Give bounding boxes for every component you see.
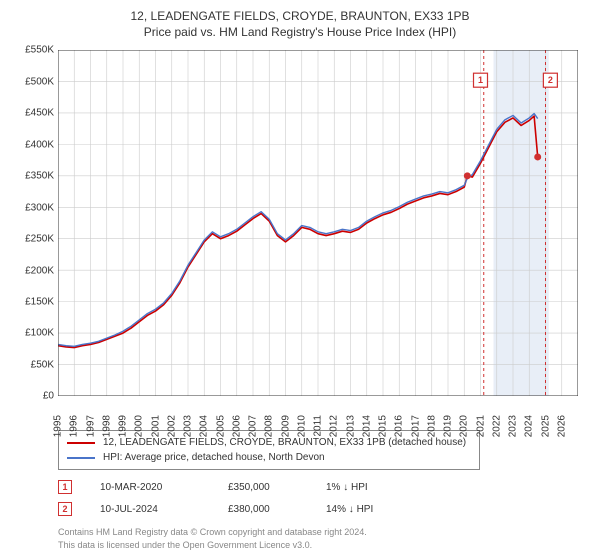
marker-badge: 2 xyxy=(58,502,72,516)
legend-label: HPI: Average price, detached house, Nort… xyxy=(103,450,325,465)
x-tick-label: 1998 xyxy=(101,415,112,437)
plot-region: 12 xyxy=(58,50,578,396)
x-tick-label: 2013 xyxy=(345,415,356,437)
x-tick-label: 1996 xyxy=(69,415,80,437)
x-tick-label: 2023 xyxy=(508,415,519,437)
plot-svg: 12 xyxy=(58,50,578,396)
y-tick-label: £150K xyxy=(10,297,54,308)
x-tick-label: 2017 xyxy=(410,415,421,437)
marker-row: 2 10-JUL-2024 £380,000 14% ↓ HPI xyxy=(58,498,590,520)
y-tick-label: £450K xyxy=(10,108,54,119)
y-tick-label: £550K xyxy=(10,45,54,56)
x-tick-label: 2008 xyxy=(264,415,275,437)
legend-item: HPI: Average price, detached house, Nort… xyxy=(67,450,471,465)
x-tick-label: 2009 xyxy=(280,415,291,437)
x-tick-label: 2000 xyxy=(134,415,145,437)
x-tick-label: 1999 xyxy=(118,415,129,437)
chart-title: 12, LEADENGATE FIELDS, CROYDE, BRAUNTON,… xyxy=(10,8,590,40)
footer-line1: Contains HM Land Registry data © Crown c… xyxy=(58,526,590,538)
x-tick-label: 2001 xyxy=(150,415,161,437)
marker-price: £380,000 xyxy=(228,504,298,515)
title-line1: 12, LEADENGATE FIELDS, CROYDE, BRAUNTON,… xyxy=(10,8,590,24)
y-tick-label: £400K xyxy=(10,139,54,150)
svg-text:1: 1 xyxy=(478,76,483,86)
y-tick-label: £300K xyxy=(10,202,54,213)
x-tick-label: 2024 xyxy=(524,415,535,437)
marker-price: £350,000 xyxy=(228,482,298,493)
x-tick-label: 2002 xyxy=(166,415,177,437)
x-tick-label: 2005 xyxy=(215,415,226,437)
marker-date: 10-JUL-2024 xyxy=(100,504,200,515)
x-tick-label: 2019 xyxy=(443,415,454,437)
x-tick-label: 2016 xyxy=(394,415,405,437)
x-tick-label: 2007 xyxy=(248,415,259,437)
x-tick-label: 2011 xyxy=(313,415,324,437)
x-tick-label: 2015 xyxy=(378,415,389,437)
y-tick-label: £50K xyxy=(10,359,54,370)
legend-swatch xyxy=(67,457,95,459)
x-tick-label: 1995 xyxy=(53,415,64,437)
x-tick-label: 2003 xyxy=(183,415,194,437)
x-tick-label: 1997 xyxy=(85,415,96,437)
y-tick-label: £100K xyxy=(10,328,54,339)
marker-row: 1 10-MAR-2020 £350,000 1% ↓ HPI xyxy=(58,476,590,498)
y-tick-label: £0 xyxy=(10,391,54,402)
chart-area: £0 £50K £100K £150K £200K £250K £300K £350K £400… xyxy=(10,46,590,426)
x-tick-label: 2014 xyxy=(361,415,372,437)
x-tick-label: 2020 xyxy=(459,415,470,437)
legend-label: 12, LEADENGATE FIELDS, CROYDE, BRAUNTON,… xyxy=(103,435,466,450)
y-tick-label: £500K xyxy=(10,76,54,87)
footer-attribution: Contains HM Land Registry data © Crown c… xyxy=(58,526,590,550)
x-tick-label: 2004 xyxy=(199,415,210,437)
x-tick-label: 2022 xyxy=(491,415,502,437)
y-tick-label: £250K xyxy=(10,234,54,245)
chart-container: 12, LEADENGATE FIELDS, CROYDE, BRAUNTON,… xyxy=(0,0,600,560)
y-tick-label: £200K xyxy=(10,265,54,276)
legend-item: 12, LEADENGATE FIELDS, CROYDE, BRAUNTON,… xyxy=(67,435,471,450)
x-tick-label: 2012 xyxy=(329,415,340,437)
marker-change: 14% ↓ HPI xyxy=(326,504,416,515)
x-tick-label: 2006 xyxy=(231,415,242,437)
legend-swatch xyxy=(67,442,95,444)
x-tick-label: 2018 xyxy=(426,415,437,437)
marker-change: 1% ↓ HPI xyxy=(326,482,416,493)
svg-text:2: 2 xyxy=(548,76,553,86)
x-tick-label: 2010 xyxy=(296,415,307,437)
marker-table: 1 10-MAR-2020 £350,000 1% ↓ HPI 2 10-JUL-2024… xyxy=(58,476,590,520)
marker-date: 10-MAR-2020 xyxy=(100,482,200,493)
footer-line2: This data is licensed under the Open Gov… xyxy=(58,539,590,551)
x-tick-label: 2025 xyxy=(540,415,551,437)
marker-badge: 1 xyxy=(58,480,72,494)
x-tick-label: 2026 xyxy=(556,415,567,437)
y-tick-label: £350K xyxy=(10,171,54,182)
title-line2: Price paid vs. HM Land Registry's House … xyxy=(10,24,590,40)
x-tick-label: 2021 xyxy=(475,415,486,437)
